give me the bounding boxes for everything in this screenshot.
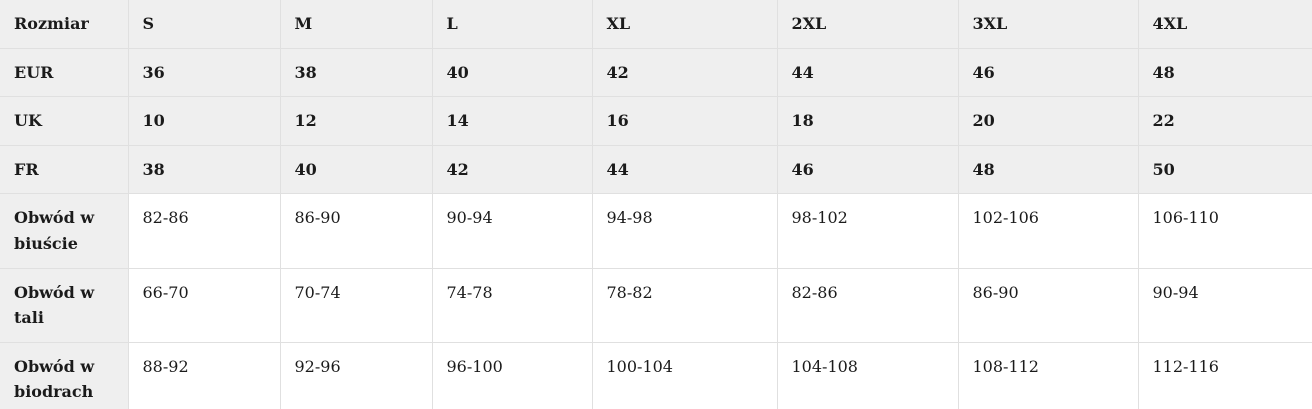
size-header-cell: 46 <box>957 47 1139 98</box>
size-header-cell: 44 <box>776 47 959 98</box>
size-header-cell: 20 <box>957 96 1139 146</box>
table-row: Obwód w tali 66-70 70-74 74-78 78-82 82-86 86-… <box>0 267 1312 343</box>
table-row: EUR 36 38 40 42 44 46 48 <box>0 47 1312 98</box>
measurement-cell: 102-106 <box>957 193 1139 269</box>
measurement-cell: 92-96 <box>279 341 433 409</box>
measurement-cell: 98-102 <box>776 193 959 269</box>
measurement-cell: 100-104 <box>591 341 778 409</box>
size-header-cell: 22 <box>1137 96 1312 146</box>
measurement-cell: 108-112 <box>957 341 1139 409</box>
measurement-cell: 106-110 <box>1137 193 1312 269</box>
size-header-cell: 40 <box>431 47 593 98</box>
measurement-cell: 82-86 <box>127 193 281 269</box>
measurement-cell: 90-94 <box>1137 267 1312 343</box>
size-header-cell: 48 <box>957 144 1139 195</box>
measurement-cell: 86-90 <box>279 193 433 269</box>
size-header-cell: 46 <box>776 144 959 195</box>
table-row: UK 10 12 14 16 18 20 22 <box>0 96 1312 146</box>
row-label: EUR <box>0 47 129 98</box>
size-header-cell: 42 <box>591 47 778 98</box>
measurement-cell: 78-82 <box>591 267 778 343</box>
size-header-cell: 14 <box>431 96 593 146</box>
measurement-cell: 88-92 <box>127 341 281 409</box>
size-header-cell: 40 <box>279 144 433 195</box>
size-header-cell: 10 <box>127 96 281 146</box>
row-label: Obwód w biodrach <box>0 341 129 409</box>
size-header-cell: 44 <box>591 144 778 195</box>
size-header-cell: 38 <box>127 144 281 195</box>
size-header-cell: 48 <box>1137 47 1312 98</box>
size-header-cell: XL <box>591 0 778 49</box>
size-header-cell: 4XL <box>1137 0 1312 49</box>
table-row: FR 38 40 42 44 46 48 50 <box>0 144 1312 195</box>
table-row: Rozmiar S M L XL 2XL 3XL 4XL <box>0 0 1312 49</box>
size-header-cell: 2XL <box>776 0 959 49</box>
measurement-cell: 94-98 <box>591 193 778 269</box>
row-label: Obwód w biuście <box>0 193 129 269</box>
size-header-cell: 42 <box>431 144 593 195</box>
size-header-cell: M <box>279 0 433 49</box>
size-header-cell: L <box>431 0 593 49</box>
measurement-cell: 112-116 <box>1137 341 1312 409</box>
table-row: Obwód w biuście 82-86 86-90 90-94 94-98 98-10… <box>0 193 1312 269</box>
measurement-cell: 74-78 <box>431 267 593 343</box>
measurement-cell: 104-108 <box>776 341 959 409</box>
measurement-cell: 96-100 <box>431 341 593 409</box>
size-header-cell: 18 <box>776 96 959 146</box>
size-header-cell: 16 <box>591 96 778 146</box>
row-label: UK <box>0 96 129 146</box>
row-label: FR <box>0 144 129 195</box>
size-header-cell: 50 <box>1137 144 1312 195</box>
size-header-cell: 12 <box>279 96 433 146</box>
measurement-cell: 70-74 <box>279 267 433 343</box>
measurement-cell: 90-94 <box>431 193 593 269</box>
row-label: Rozmiar <box>0 0 129 49</box>
size-header-cell: 3XL <box>957 0 1139 49</box>
size-header-cell: 36 <box>127 47 281 98</box>
size-header-cell: 38 <box>279 47 433 98</box>
measurement-cell: 66-70 <box>127 267 281 343</box>
table-row: Obwód w biodrach 88-92 92-96 96-100 100-104 1… <box>0 341 1312 409</box>
row-label: Obwód w tali <box>0 267 129 343</box>
size-header-cell: S <box>127 0 281 49</box>
measurement-cell: 86-90 <box>957 267 1139 343</box>
measurement-cell: 82-86 <box>776 267 959 343</box>
